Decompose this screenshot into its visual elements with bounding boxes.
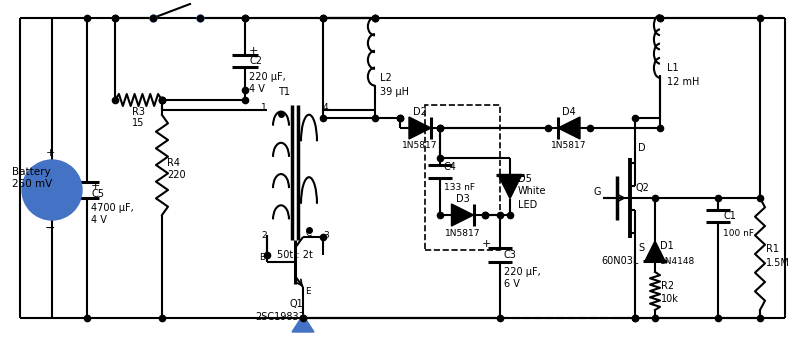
Text: 39 μH: 39 μH <box>380 87 409 97</box>
Polygon shape <box>498 174 522 199</box>
Text: 100 nF: 100 nF <box>723 229 754 238</box>
Text: +: + <box>46 148 54 158</box>
Text: B: B <box>259 253 265 262</box>
Text: C3: C3 <box>504 250 517 260</box>
Text: +: + <box>249 46 258 56</box>
Text: 10k: 10k <box>661 294 679 304</box>
Text: D: D <box>638 143 646 153</box>
Text: 220 μF,: 220 μF, <box>249 72 286 82</box>
Text: D4: D4 <box>562 107 576 117</box>
Text: 2SC19833: 2SC19833 <box>255 312 305 322</box>
Text: 250 mV: 250 mV <box>12 179 52 189</box>
Text: +: + <box>91 181 100 191</box>
Text: L2: L2 <box>380 73 392 83</box>
Text: 1N5817: 1N5817 <box>445 228 480 237</box>
Polygon shape <box>645 241 665 261</box>
Text: 12 mH: 12 mH <box>667 77 699 87</box>
Text: 1N5817: 1N5817 <box>551 142 586 151</box>
Text: LED: LED <box>518 200 538 209</box>
Polygon shape <box>558 117 580 139</box>
Text: 4700 μF,: 4700 μF, <box>91 203 134 213</box>
Text: L1: L1 <box>667 63 678 73</box>
Text: Battery: Battery <box>12 167 50 177</box>
Text: +: + <box>482 239 491 249</box>
Text: E: E <box>305 288 310 297</box>
Circle shape <box>22 160 82 220</box>
Text: S: S <box>638 243 644 253</box>
Text: 133 nF: 133 nF <box>444 183 475 192</box>
Polygon shape <box>451 204 474 226</box>
Text: 3: 3 <box>323 230 329 239</box>
Text: Q1: Q1 <box>290 299 304 309</box>
Text: G: G <box>594 187 601 197</box>
Text: 1N4148: 1N4148 <box>660 256 695 265</box>
Text: R1: R1 <box>766 244 779 254</box>
Text: D5: D5 <box>518 173 532 183</box>
Text: 4 V: 4 V <box>91 215 107 225</box>
Text: R3: R3 <box>132 107 145 117</box>
Text: C5: C5 <box>91 189 104 199</box>
Text: White: White <box>518 186 546 197</box>
Text: R2: R2 <box>661 281 674 291</box>
Text: 4: 4 <box>323 103 329 112</box>
Bar <box>425 105 500 250</box>
Text: R4: R4 <box>167 157 180 167</box>
Text: T1: T1 <box>278 87 290 97</box>
Text: 4 V: 4 V <box>249 84 265 94</box>
Text: D2: D2 <box>413 107 427 117</box>
Text: D3: D3 <box>456 194 470 204</box>
Text: Q2: Q2 <box>635 183 649 193</box>
Text: C4: C4 <box>444 162 457 172</box>
Text: 2: 2 <box>262 230 267 239</box>
Polygon shape <box>409 117 431 139</box>
Text: 6 V: 6 V <box>504 279 520 289</box>
Text: 50t : 2t: 50t : 2t <box>277 250 313 260</box>
Text: 1.5M: 1.5M <box>766 258 790 268</box>
Text: C: C <box>305 229 311 238</box>
Text: 60N03L: 60N03L <box>602 256 638 266</box>
Text: −: − <box>45 221 55 235</box>
Text: 1: 1 <box>262 103 267 112</box>
Text: C2: C2 <box>249 56 262 66</box>
Text: D1: D1 <box>660 241 674 251</box>
Text: 220 μF,: 220 μF, <box>504 267 541 277</box>
Text: 220: 220 <box>167 171 186 181</box>
Text: 15: 15 <box>132 118 145 128</box>
Polygon shape <box>292 315 314 332</box>
Text: 1N5817: 1N5817 <box>402 142 438 151</box>
Text: C1: C1 <box>723 211 736 221</box>
